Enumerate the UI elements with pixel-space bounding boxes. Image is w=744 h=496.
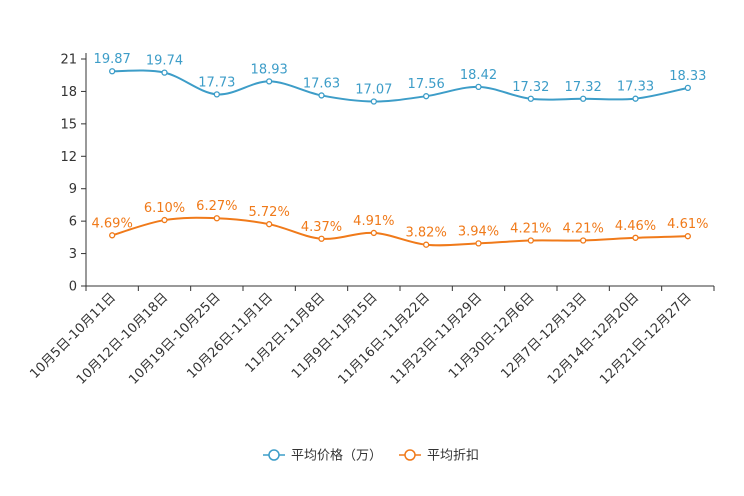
data-label: 4.61% xyxy=(667,217,708,232)
data-label: 17.32 xyxy=(565,80,602,95)
y-tick-label: 9 xyxy=(69,182,77,197)
data-point xyxy=(475,83,482,91)
data-point xyxy=(161,69,168,76)
data-label: 4.21% xyxy=(510,221,551,236)
data-label: 18.33 xyxy=(669,69,706,84)
data-label: 17.32 xyxy=(512,80,549,95)
data-label: 17.73 xyxy=(198,75,235,90)
data-label: 3.94% xyxy=(458,224,499,239)
y-tick-label: 18 xyxy=(60,85,77,100)
data-label: 5.72% xyxy=(249,205,290,220)
data-point xyxy=(475,240,482,247)
data-label: 4.21% xyxy=(563,221,604,236)
data-point xyxy=(266,221,273,228)
x-tick-label: 12月21日-12月27日 xyxy=(597,290,694,387)
x-tick-label: 10月5日-10月11日 xyxy=(27,290,119,382)
y-tick-label: 15 xyxy=(60,117,77,132)
data-label: 4.37% xyxy=(301,220,342,235)
data-point xyxy=(370,98,377,105)
x-tick-label: 11月23日-11月29日 xyxy=(388,290,485,387)
data-label: 17.63 xyxy=(303,76,340,91)
data-label: 4.46% xyxy=(615,219,656,234)
data-point xyxy=(632,234,639,241)
data-point xyxy=(580,237,587,244)
y-tick-label: 0 xyxy=(69,280,77,295)
data-point xyxy=(580,95,587,102)
data-label: 4.69% xyxy=(92,216,133,231)
y-tick-label: 6 xyxy=(69,215,77,230)
data-point xyxy=(527,95,534,102)
data-point xyxy=(318,235,325,242)
legend-item: 平均价格（万） xyxy=(263,448,382,464)
data-point xyxy=(684,84,691,92)
x-tick-label: 10月19日-10月25日 xyxy=(126,290,223,387)
legend-item: 平均折扣 xyxy=(399,449,479,464)
y-tick-label: 21 xyxy=(60,53,77,68)
data-point xyxy=(318,92,325,99)
data-label: 19.74 xyxy=(146,54,183,69)
y-tick-label: 3 xyxy=(69,247,77,262)
data-label: 18.93 xyxy=(251,62,288,77)
series-average-discount: 4.69% 6.10% 6.27% 5.72% 4.37% 4.91% 3.82% 3.94%… xyxy=(92,199,708,248)
series-line xyxy=(111,216,688,247)
data-label: 4.91% xyxy=(353,214,394,229)
data-point xyxy=(632,95,639,102)
data-point xyxy=(370,229,377,237)
data-label: 3.82% xyxy=(406,226,447,241)
data-point xyxy=(213,91,220,98)
y-tick-label: 12 xyxy=(60,150,77,165)
x-tick-label: 10月12日-10月18日 xyxy=(74,290,171,387)
data-label: 17.33 xyxy=(617,80,654,95)
series-line xyxy=(112,69,689,103)
data-point xyxy=(109,232,116,239)
data-point xyxy=(423,93,430,100)
legend-label: 平均折扣 xyxy=(427,449,479,464)
data-point xyxy=(266,78,273,85)
data-point xyxy=(161,216,168,224)
data-label: 17.07 xyxy=(355,82,392,97)
chart-series: 19.87 19.74 17.73 18.93 17.63 17.07 17.56 18.42… xyxy=(92,52,708,248)
data-point xyxy=(109,68,116,75)
data-label: 6.10% xyxy=(144,201,185,216)
legend-swatch-marker xyxy=(268,449,280,461)
data-label: 17.56 xyxy=(408,77,445,92)
data-label: 19.87 xyxy=(94,52,131,67)
data-label: 6.27% xyxy=(196,199,237,214)
data-point xyxy=(423,241,430,248)
series-average-price: 19.87 19.74 17.73 18.93 17.63 17.07 17.56 18.42… xyxy=(94,52,706,105)
legend-swatch-marker xyxy=(404,449,416,461)
data-point xyxy=(684,233,691,240)
chart-legend: 平均价格（万） 平均折扣 xyxy=(263,448,479,464)
x-tick-label: 12月14日-12月20日 xyxy=(545,290,642,387)
legend-label: 平均价格（万） xyxy=(291,448,382,464)
x-tick-label: 11月16日-11月22日 xyxy=(336,290,433,387)
data-point xyxy=(527,237,534,244)
data-label: 18.42 xyxy=(460,68,497,83)
data-point xyxy=(213,215,220,222)
